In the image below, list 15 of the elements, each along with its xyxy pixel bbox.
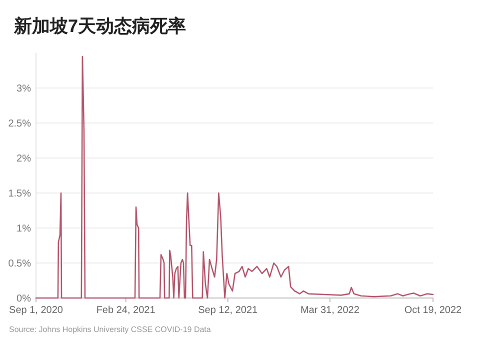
y-tick-label: 3% [16,84,32,94]
source-note: Source: Johns Hopkins University CSSE COVID-19 Data [9,325,212,334]
y-tick-label: 0.5% [8,258,32,270]
y-tick-label: 0% [16,294,32,304]
y-tick-label: 2% [16,154,32,164]
y-tick-label: 1.5% [8,188,32,200]
line-series [35,56,434,299]
x-tick-label: Feb 24, 2021 [96,305,156,316]
x-tick-label: Oct 19, 2022 [404,305,462,316]
x-tick-label: Mar 31, 2022 [300,305,360,316]
chart-title: 新加坡7天动态病死率 [13,16,186,36]
y-tick-label: 2.5% [8,118,32,130]
x-tick-label: Sep 12, 2021 [198,305,258,316]
y-tick-label: 1% [16,224,32,234]
x-tick-label: Sep 1, 2020 [9,305,64,316]
